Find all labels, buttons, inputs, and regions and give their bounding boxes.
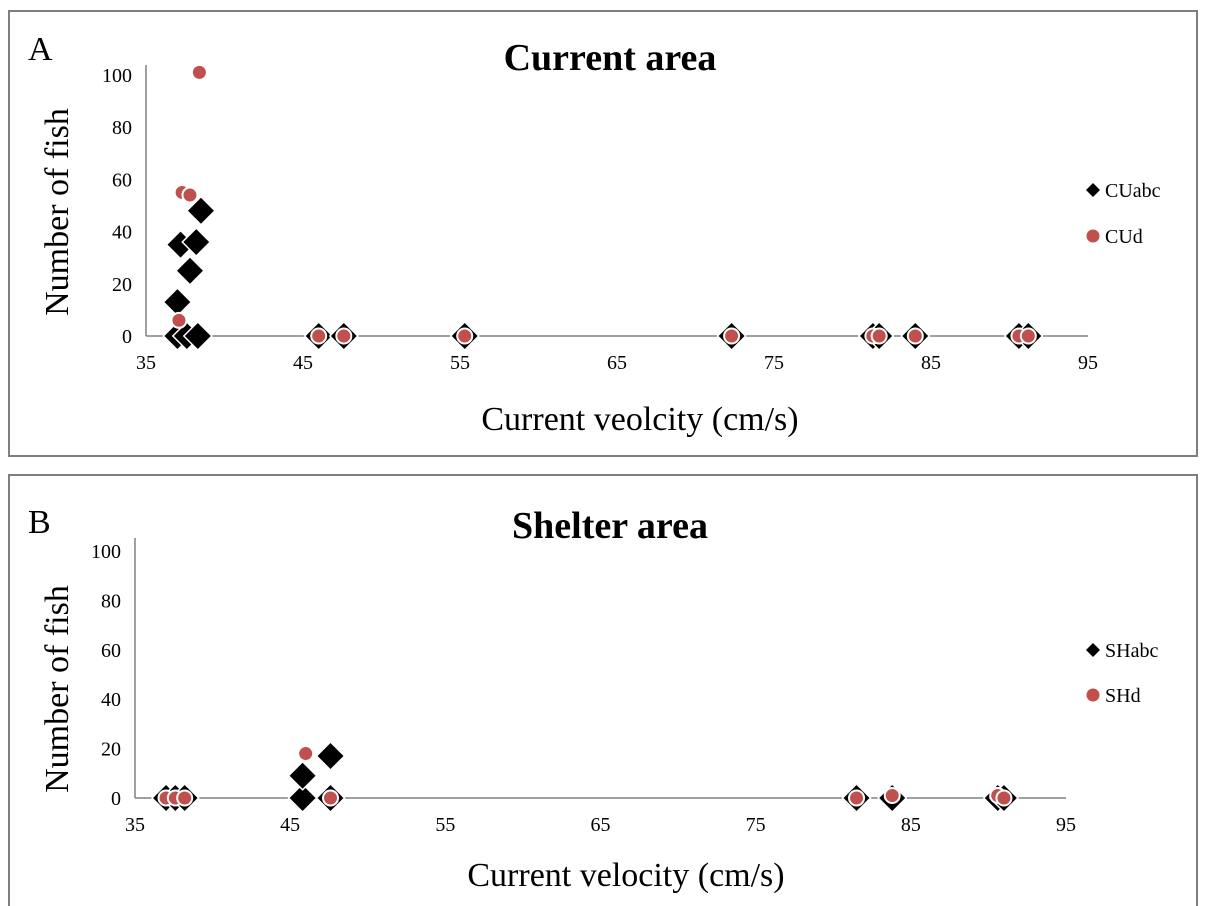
point-SHd-83_8-1-6 [885, 788, 900, 803]
x-tick-label-45: 45 [293, 352, 313, 374]
point-SHd-46-18-3 [298, 746, 313, 761]
chart-title: Shelter area [512, 505, 708, 547]
legend-marker-SHabc [1086, 643, 1100, 657]
y-tick-label-40: 40 [101, 689, 121, 711]
panel-label: B [28, 504, 51, 541]
point-CUabc-37-13-1 [163, 288, 191, 316]
x-tick-label-75: 75 [746, 814, 766, 836]
chart-panel-b: B Shelter area 0 20 40 60 80 100 35 45 55 65 75 85 95 N… [8, 474, 1198, 906]
y-tick-label-0: 0 [111, 788, 121, 810]
legend-label-CUabc: CUabc [1105, 180, 1161, 202]
point-CUd-38_4-101-3 [192, 65, 207, 80]
point-SHd-91-0-8 [996, 791, 1011, 806]
y-tick-label-40: 40 [112, 222, 132, 244]
x-tick-label-75: 75 [764, 352, 784, 374]
legend-label-SHd: SHd [1105, 685, 1141, 707]
chart-panel-a: A Current area 0 20 40 60 80 100 35 45 55 65 75 85 95 N… [8, 10, 1198, 457]
panel-label: A [28, 31, 53, 68]
y-tick-label-100: 100 [102, 65, 132, 87]
x-tick-label-95: 95 [1078, 352, 1098, 374]
x-tick-label-55: 55 [450, 352, 470, 374]
y-tick-label-60: 60 [101, 640, 121, 662]
y-tick-label-100: 100 [91, 541, 121, 563]
point-CUd-55_3-0-6 [457, 329, 472, 344]
x-tick-label-35: 35 [125, 814, 145, 836]
x-axis-label: Current velocity (cm/s) [467, 857, 784, 894]
point-SHd-38_2-0-2 [177, 791, 192, 806]
x-tick-label-35: 35 [136, 352, 156, 374]
point-CUd-81_7-0-9 [872, 329, 887, 344]
x-tick-label-55: 55 [435, 814, 455, 836]
legend-marker-CUd [1087, 230, 1100, 243]
point-SHd-47_6-0-4 [323, 791, 338, 806]
y-tick-label-0: 0 [122, 326, 132, 348]
point-CUd-84-0-10 [908, 329, 923, 344]
point-CUd-37_8-54-2 [182, 188, 197, 203]
x-tick-label-95: 95 [1056, 814, 1076, 836]
point-SHabc-47_6-17-6 [317, 742, 345, 770]
legend-marker-SHd [1087, 689, 1100, 702]
chart-title: Current area [504, 37, 717, 79]
y-tick-label-60: 60 [112, 169, 132, 191]
x-tick-label-85: 85 [921, 352, 941, 374]
y-tick-label-80: 80 [101, 590, 121, 612]
y-tick-label-20: 20 [101, 739, 121, 761]
legend-marker-CUabc [1086, 183, 1100, 197]
chart-svg-a: A Current area 0 20 40 60 80 100 35 45 55 65 75 85 95 N… [10, 12, 1196, 455]
point-CUd-46-0-4 [311, 329, 326, 344]
point-CUd-37_1-6-0 [171, 313, 186, 328]
x-axis-label: Current veolcity (cm/s) [481, 401, 798, 438]
point-CUd-91_2-0-12 [1021, 329, 1036, 344]
y-tick-label-20: 20 [112, 274, 132, 296]
y-tick-label-80: 80 [112, 117, 132, 139]
x-tick-label-85: 85 [901, 814, 921, 836]
x-tick-label-65: 65 [607, 352, 627, 374]
legend-label-CUd: CUd [1105, 226, 1143, 248]
x-tick-label-45: 45 [280, 814, 300, 836]
point-SHd-81_5-0-5 [849, 791, 864, 806]
point-CUabc-37_8-25-4 [176, 257, 204, 285]
point-CUd-72_3-0-7 [724, 329, 739, 344]
point-CUd-47_6-0-5 [336, 329, 351, 344]
legend-label-SHabc: SHabc [1105, 640, 1158, 662]
y-axis-label: Number of fish [39, 585, 76, 793]
x-tick-label-65: 65 [591, 814, 611, 836]
chart-svg-b: B Shelter area 0 20 40 60 80 100 35 45 55 65 75 85 95 N… [10, 476, 1196, 906]
point-SHabc-45_8-9-4 [289, 762, 317, 790]
y-axis-label: Number of fish [39, 108, 76, 316]
